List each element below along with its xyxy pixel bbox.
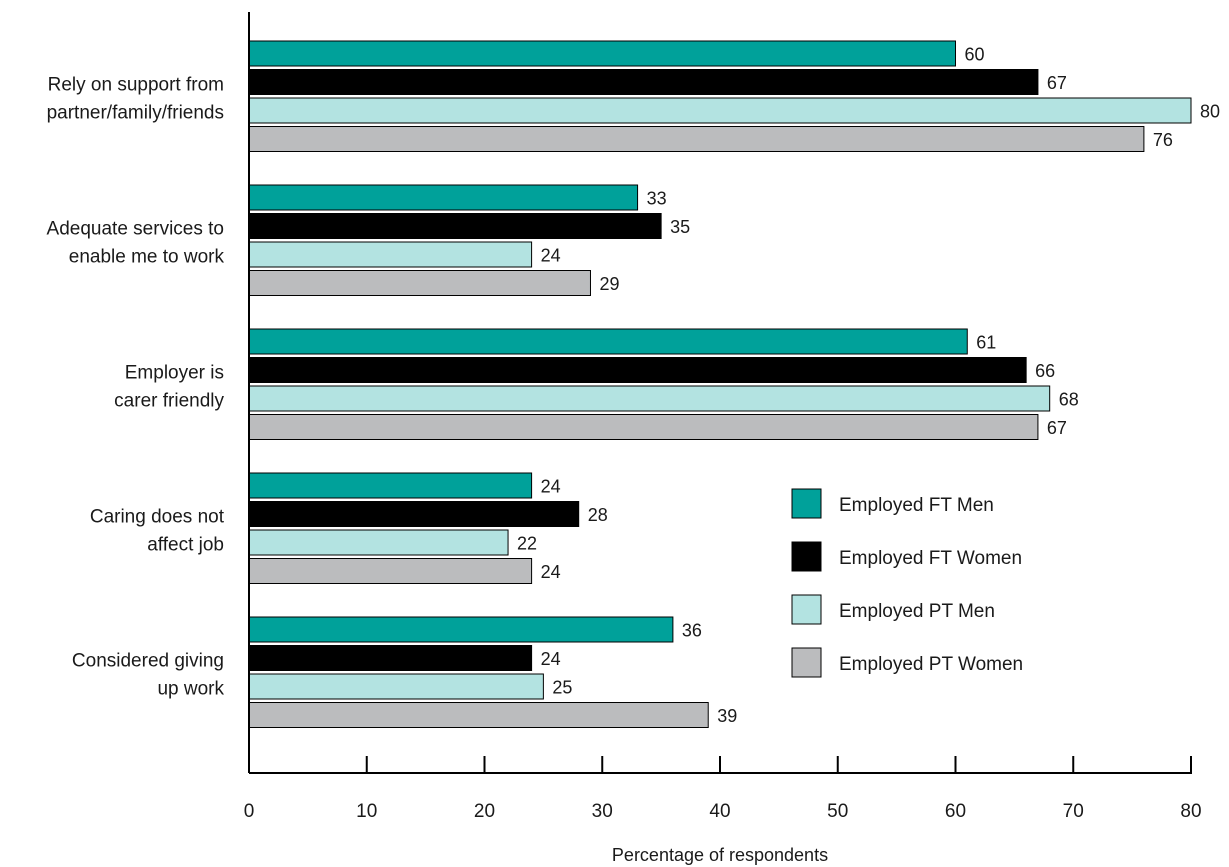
x-tick-label: 80 bbox=[1180, 801, 1201, 822]
legend-swatch bbox=[791, 541, 822, 572]
bar bbox=[248, 501, 580, 527]
x-tick-label: 0 bbox=[244, 801, 255, 822]
x-tick-label: 20 bbox=[474, 801, 495, 822]
legend-swatch bbox=[791, 488, 822, 519]
x-tick-label: 40 bbox=[709, 801, 730, 822]
data-label: 24 bbox=[541, 649, 561, 669]
category-label: Rely on support from partner/family/frien… bbox=[47, 74, 224, 123]
data-label: 24 bbox=[541, 246, 561, 266]
x-tick-label: 70 bbox=[1063, 801, 1084, 822]
legend-label: Employed PT Women bbox=[839, 654, 1023, 675]
legend-label: Employed FT Men bbox=[839, 495, 994, 516]
data-label: 33 bbox=[647, 189, 667, 209]
x-ticks-group: 0 10 20 30 40 50 60 70 80 bbox=[244, 756, 1202, 822]
legend-label: Employed FT Women bbox=[839, 548, 1022, 569]
bar bbox=[248, 673, 544, 700]
data-label: 39 bbox=[717, 706, 737, 726]
bar bbox=[248, 69, 1039, 95]
x-tick-label: 10 bbox=[356, 801, 377, 822]
data-label: 61 bbox=[976, 333, 996, 353]
data-label: 66 bbox=[1035, 361, 1055, 381]
x-axis-title: Percentage of respondents bbox=[612, 845, 828, 865]
category-label: Adequate services to enable me to work bbox=[47, 218, 225, 267]
data-label: 36 bbox=[682, 621, 702, 641]
data-label: 28 bbox=[588, 505, 608, 525]
data-label: 76 bbox=[1153, 130, 1173, 150]
data-label: 22 bbox=[517, 534, 537, 554]
x-tick-label: 30 bbox=[592, 801, 613, 822]
bars-group bbox=[248, 40, 1192, 728]
bar bbox=[248, 558, 533, 584]
category-labels-group: Rely on support from partner/family/frien… bbox=[47, 74, 225, 699]
bar bbox=[248, 213, 662, 239]
bar bbox=[248, 184, 639, 211]
legend-swatch bbox=[791, 647, 822, 678]
legend: Employed FT Men Employed FT Women Employed… bbox=[791, 488, 1023, 678]
data-label: 67 bbox=[1047, 418, 1067, 438]
bar bbox=[248, 97, 1192, 124]
category-label: Caring does not affect job bbox=[90, 506, 225, 555]
bar bbox=[248, 40, 956, 67]
bar bbox=[248, 472, 533, 499]
bar bbox=[248, 529, 509, 556]
data-label: 24 bbox=[541, 562, 561, 582]
x-tick-label: 50 bbox=[827, 801, 848, 822]
data-label: 80 bbox=[1200, 102, 1220, 122]
bar bbox=[248, 357, 1027, 383]
data-label: 60 bbox=[965, 45, 985, 65]
bar bbox=[248, 385, 1051, 412]
bar bbox=[248, 414, 1039, 440]
data-label: 24 bbox=[541, 477, 561, 497]
bar bbox=[248, 616, 674, 643]
bar bbox=[248, 328, 968, 355]
bar bbox=[248, 126, 1145, 152]
data-label: 67 bbox=[1047, 73, 1067, 93]
bar bbox=[248, 270, 591, 296]
legend-label: Employed PT Men bbox=[839, 601, 995, 622]
x-tick-label: 60 bbox=[945, 801, 966, 822]
bar bbox=[248, 645, 533, 671]
bar bbox=[248, 241, 533, 268]
data-label: 68 bbox=[1059, 390, 1079, 410]
data-label: 29 bbox=[599, 274, 619, 294]
category-label: Considered giving up work bbox=[72, 650, 225, 699]
data-label: 35 bbox=[670, 217, 690, 237]
category-label: Employer is carer friendly bbox=[114, 362, 224, 411]
data-label: 25 bbox=[552, 678, 572, 698]
bar bbox=[248, 702, 709, 728]
legend-swatch bbox=[791, 594, 822, 625]
